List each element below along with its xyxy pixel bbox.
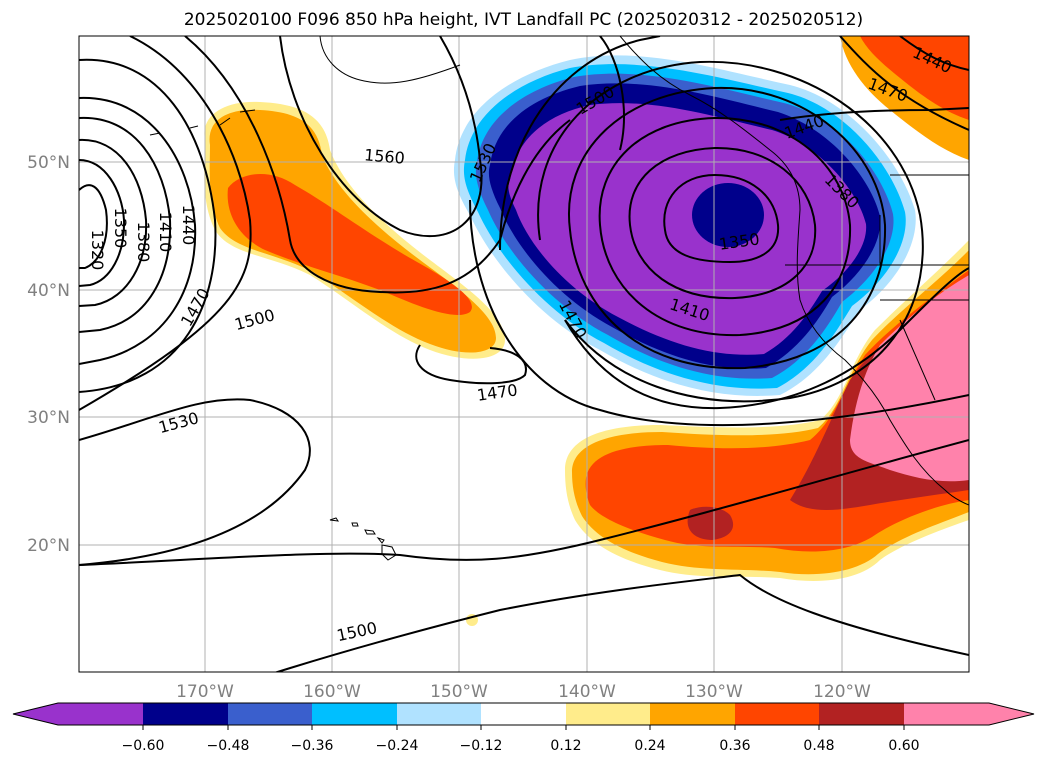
lon-label-120w: 120°W [813, 682, 871, 702]
height-contours [79, 36, 969, 672]
colorbar-bin [904, 703, 989, 725]
lon-label-140w: 140°W [558, 682, 616, 702]
colorbar-tick-label: 0.12 [550, 738, 581, 754]
coastlines [149, 36, 969, 506]
colorbar-bin [58, 703, 143, 725]
lat-label-30n: 30°N [27, 408, 70, 428]
contour-label: 1560 [363, 145, 405, 167]
colorbar-bin [312, 703, 397, 725]
colorbar-bin [481, 703, 566, 725]
lon-label-130w: 130°W [685, 682, 743, 702]
colorbar-bin [566, 703, 650, 725]
contour-label: 1380 [134, 222, 153, 263]
colorbar-tick-label: 0.36 [719, 738, 750, 754]
colorbar-tick-label: −0.12 [460, 738, 503, 754]
positive-ivt-plume-north [204, 101, 505, 359]
contour-label: 1350 [111, 208, 130, 249]
contour-label: 1320 [88, 230, 107, 271]
longitude-labels: 170°W 160°W 150°W 140°W 130°W 120°W [176, 682, 871, 702]
colorbar-tick-label: 0.60 [888, 738, 919, 754]
colorbar-bin [819, 703, 904, 725]
colorbar-high-extend [989, 703, 1034, 725]
lat-label-50n: 50°N [27, 153, 70, 173]
colorbar-bin [397, 703, 481, 725]
colorbar-tick-label: −0.24 [376, 738, 419, 754]
lon-label-160w: 160°W [303, 682, 361, 702]
colorbar-bin [650, 703, 735, 725]
colorbar-tick-label: −0.36 [291, 738, 334, 754]
colorbar-tick-label: −0.48 [207, 738, 250, 754]
colorbar-bin [735, 703, 819, 725]
colorbar-bin [228, 703, 312, 725]
lon-label-150w: 150°W [430, 682, 488, 702]
graticule [79, 36, 969, 672]
lon-label-170w: 170°W [176, 682, 234, 702]
contour-label: 1410 [156, 212, 175, 253]
colorbar: −0.60 −0.48 −0.36 −0.24 −0.12 0.12 0.24 … [12, 702, 1035, 754]
colorbar-low-extend [13, 703, 58, 725]
map-title: 2025020100 F096 850 hPa height, IVT Land… [183, 10, 864, 30]
lat-label-20n: 20°N [27, 536, 70, 556]
lat-label-40n: 40°N [27, 281, 70, 301]
hawaii-islands [329, 517, 397, 561]
colorbar-tick-label: −0.60 [122, 738, 165, 754]
positive-ivt-plume-northeast [840, 36, 969, 160]
colorbar-tick-label: 0.24 [634, 738, 665, 754]
colorbar-tick-label: 0.48 [803, 738, 834, 754]
latitude-labels: 50°N 40°N 30°N 20°N [27, 153, 70, 556]
map-frame [78, 35, 970, 673]
contour-label: 1440 [179, 205, 198, 246]
colorbar-bin [143, 703, 228, 725]
